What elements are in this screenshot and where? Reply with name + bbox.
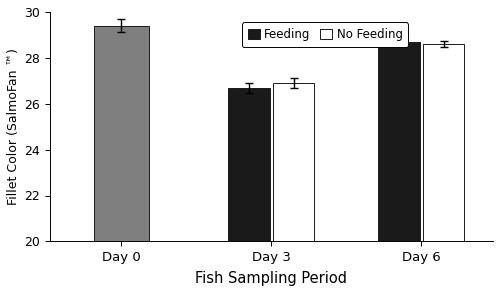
Bar — [228, 88, 270, 293]
Bar — [94, 26, 148, 293]
X-axis label: Fish Sampling Period: Fish Sampling Period — [196, 271, 348, 286]
Bar — [272, 83, 314, 293]
Legend: Feeding, No Feeding: Feeding, No Feeding — [242, 23, 408, 47]
Bar — [422, 44, 465, 293]
Bar — [378, 42, 420, 293]
Y-axis label: Fillet Color (SalmoFan ™): Fillet Color (SalmoFan ™) — [7, 48, 20, 205]
